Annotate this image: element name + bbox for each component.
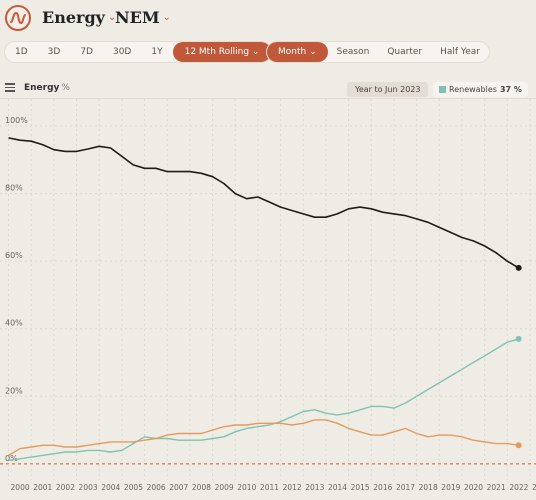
fossil-series-line (8, 137, 520, 269)
app-logo[interactable] (5, 5, 31, 31)
region-selector[interactable]: NEM ⌄ (115, 8, 171, 27)
x-tick-label: 2015 (351, 483, 370, 492)
x-tick-label: 2010 (237, 483, 256, 492)
x-tick-label: 2008 (192, 483, 211, 492)
legend-renewables[interactable]: Renewables 37 % (433, 82, 528, 97)
x-tick-label: 2018 (419, 483, 438, 492)
x-tick-label: 2013 (305, 483, 324, 492)
other-end-point (515, 442, 522, 449)
range-30d-button[interactable]: 30D (112, 47, 132, 57)
period-selector: Month ⌄ Season Quarter Half Year (266, 41, 490, 63)
chevron-down-icon: ⌄ (107, 12, 117, 23)
period-season-button[interactable]: Season (336, 47, 370, 57)
chart-title: Energy% (24, 83, 70, 93)
chart-title-text: Energy (24, 83, 60, 93)
y-tick-label: 60% (5, 251, 23, 260)
renewables-series-line (8, 338, 519, 462)
x-tick-label: 2005 (124, 483, 143, 492)
x-tick-label: 2022 (509, 483, 528, 492)
x-tick-label: 2012 (283, 483, 302, 492)
menu-icon[interactable] (5, 83, 15, 93)
x-tick-label: 2017 (396, 483, 415, 492)
y-tick-label: 40% (5, 319, 23, 328)
y-tick-label: 100% (5, 116, 28, 125)
chart-header: Energy% Year to Jun 2023 Renewables 37 % (0, 80, 536, 99)
x-tick-label: 2000 (11, 483, 30, 492)
x-axis: 2000 2001 2002 2003 2004 2005 2006 2007 2008 2009… (11, 483, 536, 492)
chart-unit: % (61, 83, 70, 93)
date-range-badge: Year to Jun 2023 (347, 82, 429, 97)
other-series-line (8, 419, 519, 457)
x-tick-label: 2019 (441, 483, 460, 492)
fossil-end-point (515, 264, 522, 271)
metric-selector-label: Energy (42, 8, 105, 27)
x-tick-label: 202 (532, 483, 536, 492)
y-axis: 0% 20% 40% 60% 80% 100% (5, 116, 28, 463)
series-lines (8, 137, 522, 462)
range-1y-button[interactable]: 1Y (151, 47, 163, 57)
x-tick-label: 2020 (464, 483, 483, 492)
period-half-year-button[interactable]: Half Year (440, 47, 480, 57)
chevron-down-icon: ⌄ (309, 47, 317, 57)
x-tick-label: 2006 (147, 483, 166, 492)
x-tick-label: 2002 (56, 483, 75, 492)
x-tick-label: 2003 (79, 483, 98, 492)
y-tick-label: 20% (5, 386, 23, 395)
y-tick-label: 80% (5, 184, 23, 193)
range-selector: 1D 3D 7D 30D 1Y 12 Mth Rolling ⌄ (4, 41, 273, 63)
x-tick-label: 2009 (215, 483, 234, 492)
range-1d-button[interactable]: 1D (15, 47, 28, 57)
renewables-end-point (515, 335, 522, 342)
x-tick-label: 2021 (487, 483, 506, 492)
x-tick-label: 2001 (33, 483, 52, 492)
legend-swatch (439, 86, 446, 93)
x-tick-label: 2004 (101, 483, 120, 492)
chart-grid (0, 99, 536, 480)
legend-label: Renewables (449, 85, 497, 94)
top-bar: Energy ⌄ NEM ⌄ (0, 0, 536, 38)
y-tick-label: 0% (5, 454, 18, 463)
logo-icon (10, 11, 26, 25)
energy-line-chart[interactable]: 0%20%40%60%80%100% 2000 2001 2002 2003 2004 2… (0, 99, 536, 500)
range-7d-button[interactable]: 7D (80, 47, 93, 57)
range-12-month-rolling-button[interactable]: 12 Mth Rolling ⌄ (172, 42, 272, 62)
range-12-month-rolling-label: 12 Mth Rolling (184, 47, 250, 57)
x-tick-label: 2007 (169, 483, 188, 492)
region-selector-label: NEM (115, 8, 160, 27)
x-tick-label: 2016 (373, 483, 392, 492)
period-quarter-button[interactable]: Quarter (387, 47, 423, 57)
range-3d-button[interactable]: 3D (47, 47, 61, 57)
chevron-down-icon: ⌄ (251, 47, 260, 57)
period-month-button[interactable]: Month ⌄ (267, 42, 328, 62)
x-tick-label: 2014 (328, 483, 347, 492)
period-month-label: Month (278, 47, 307, 57)
x-tick-label: 2011 (260, 483, 279, 492)
metric-selector[interactable]: Energy ⌄ (42, 8, 116, 27)
chevron-down-icon: ⌄ (162, 12, 171, 23)
legend-value: 37 % (499, 85, 522, 94)
